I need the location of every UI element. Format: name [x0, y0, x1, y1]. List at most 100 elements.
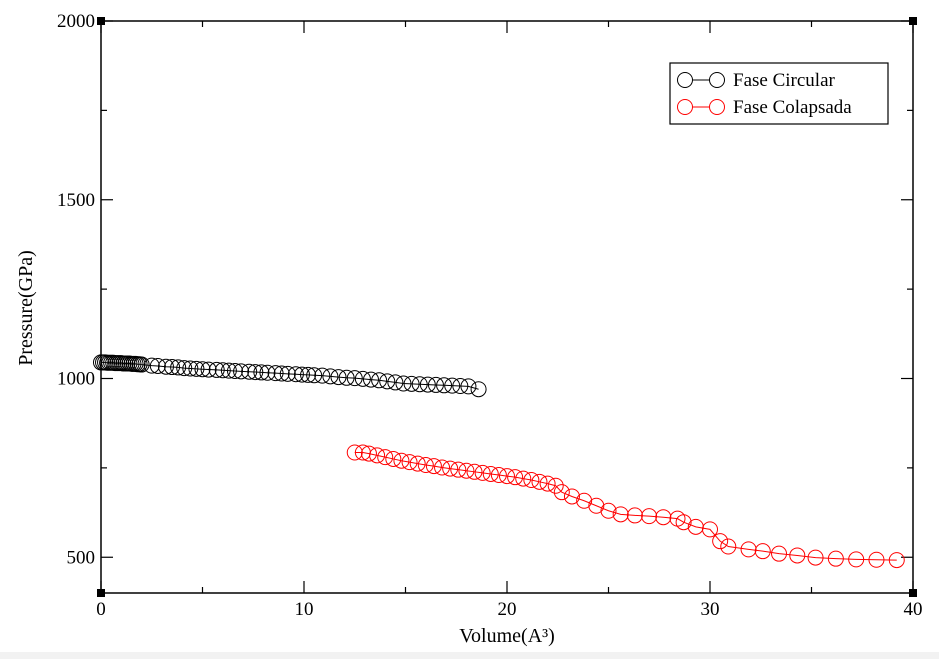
data-point — [474, 464, 491, 481]
data-point — [450, 461, 467, 478]
data-point — [547, 477, 564, 494]
data-point — [740, 541, 757, 558]
data-point — [401, 454, 418, 471]
data-point — [164, 359, 181, 376]
data-point — [395, 375, 412, 392]
data-point — [425, 458, 442, 475]
data-point — [194, 361, 211, 378]
data-point — [499, 468, 515, 485]
data-point — [346, 444, 363, 461]
data-point — [393, 452, 410, 469]
data-point — [460, 378, 477, 395]
legend-label: Fase Circular — [733, 70, 836, 91]
data-point — [470, 381, 487, 398]
series-line — [354, 452, 897, 561]
data-point — [588, 497, 605, 514]
data-point — [515, 470, 532, 487]
window-bottom-strip — [0, 652, 939, 659]
data-point — [675, 514, 692, 531]
data-point — [362, 371, 379, 388]
data-point — [259, 364, 276, 381]
y-axis-label: Pressure(GPa) — [15, 250, 37, 366]
data-point — [409, 455, 426, 472]
legend-marker-left — [677, 72, 693, 88]
y-tick-label: 1000 — [57, 369, 95, 390]
data-point — [655, 509, 672, 526]
data-point — [247, 364, 264, 381]
data-point — [306, 367, 323, 384]
legend-marker-right — [709, 72, 725, 88]
data-point — [523, 472, 540, 489]
data-point — [273, 365, 290, 382]
data-point — [377, 449, 394, 466]
data-point — [539, 475, 556, 492]
y-tick-label: 2000 — [57, 11, 95, 32]
data-point — [188, 360, 205, 377]
series-line — [101, 361, 479, 390]
legend-entry-2: Fase Colapsada — [677, 97, 852, 118]
data-point — [436, 377, 453, 394]
data-point — [279, 365, 296, 382]
legend-box — [669, 62, 889, 125]
data-point — [338, 369, 355, 386]
data-point — [482, 465, 499, 482]
data-point — [419, 376, 436, 393]
data-point — [330, 369, 347, 386]
data-point — [868, 551, 885, 568]
data-point — [133, 356, 150, 373]
data-point — [789, 547, 806, 564]
data-point — [466, 463, 483, 480]
data-point — [346, 370, 363, 387]
data-point — [612, 506, 629, 523]
data-point — [427, 376, 444, 393]
legend-entry-1: Fase Circular — [677, 70, 836, 91]
series-2 — [346, 444, 905, 569]
data-point — [444, 377, 461, 394]
data-point — [458, 462, 475, 479]
data-point — [387, 374, 404, 391]
data-point — [452, 378, 469, 395]
data-point — [293, 366, 310, 383]
data-point — [170, 359, 187, 376]
data-point — [220, 362, 237, 379]
data-series — [93, 354, 905, 569]
legend-label: Fase Colapsada — [733, 97, 852, 118]
data-point — [434, 459, 451, 476]
data-point — [314, 367, 331, 384]
data-point — [241, 363, 258, 380]
data-point — [600, 502, 617, 519]
data-point — [385, 450, 402, 467]
data-point — [322, 368, 339, 385]
data-point — [827, 550, 844, 567]
x-tick-label: 40 — [904, 599, 923, 620]
data-point — [157, 358, 174, 375]
data-point — [360, 445, 377, 462]
data-point — [176, 360, 193, 377]
data-point — [233, 363, 250, 380]
data-point — [208, 361, 225, 378]
data-point — [771, 545, 788, 562]
data-point — [149, 357, 166, 374]
data-point — [702, 521, 718, 538]
data-point — [888, 552, 905, 569]
data-point — [300, 366, 317, 383]
x-axis-label: Volume(A³) — [459, 625, 555, 647]
data-point — [354, 370, 371, 387]
data-point — [807, 549, 824, 566]
data-point — [720, 538, 737, 555]
data-point — [379, 373, 396, 390]
data-point — [182, 360, 199, 377]
legend-marker-right — [709, 99, 725, 115]
data-point — [712, 533, 729, 550]
data-point — [507, 469, 524, 486]
x-tick-label: 20 — [498, 599, 517, 620]
axes: 0 10 20 30 40 500 1000 1500 2000 — [57, 11, 923, 620]
data-point — [200, 361, 217, 378]
data-point — [442, 460, 459, 477]
legend-marker-left — [677, 99, 693, 115]
data-point — [369, 447, 386, 464]
x-tick-label: 0 — [96, 599, 106, 620]
y-tick-label: 1500 — [57, 190, 95, 211]
x-tick-label: 30 — [701, 599, 720, 620]
